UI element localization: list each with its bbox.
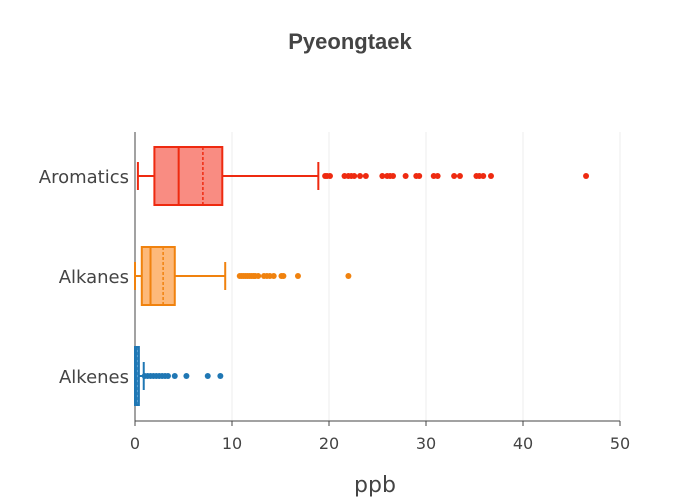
outlier-point [456, 173, 463, 179]
chart-title: Pyeongtaek [288, 29, 412, 54]
outlier-point [583, 173, 590, 179]
gridlines [231, 132, 621, 421]
x-tick-label-0: 0 [130, 434, 140, 453]
x-tick-label-10: 10 [222, 434, 242, 453]
outlier-point [416, 173, 423, 179]
box-aromatics [136, 146, 590, 206]
outlier-point [183, 373, 190, 379]
outlier-point [434, 173, 441, 179]
iqr-box [140, 246, 176, 306]
outlier-point [164, 373, 171, 379]
box-alkanes [134, 246, 352, 306]
iqr-box [153, 146, 224, 206]
outlier-point [487, 173, 494, 179]
outlier-point [390, 173, 397, 179]
category-labels: Aromatics Alkanes Alkenes [39, 167, 129, 388]
x-tick-label-50: 50 [610, 434, 630, 453]
outlier-point [379, 173, 386, 179]
outlier-point [270, 273, 277, 279]
outlier-point [204, 373, 211, 379]
x-tick-label-30: 30 [416, 434, 436, 453]
outlier-point [362, 173, 369, 179]
outlier-point [402, 173, 409, 179]
outlier-point [280, 273, 287, 279]
outlier-point [294, 273, 301, 279]
outlier-point [217, 373, 224, 379]
outlier-point [326, 173, 333, 179]
category-label-aromatics: Aromatics [39, 167, 129, 188]
category-label-alkanes: Alkanes [59, 267, 129, 288]
x-axis-label: ppb [354, 473, 396, 498]
outlier-point [351, 173, 358, 179]
x-tick-label-40: 40 [513, 434, 533, 453]
outlier-point [345, 273, 352, 279]
outlier-point [171, 373, 178, 379]
category-label-alkenes: Alkenes [59, 367, 129, 388]
x-tick-label-20: 20 [319, 434, 339, 453]
boxes [134, 146, 590, 406]
x-ticks: 0 10 20 30 40 50 [130, 421, 630, 453]
outlier-point [480, 173, 487, 179]
outlier-point [255, 273, 262, 279]
outlier-point [357, 173, 364, 179]
box-alkenes [134, 346, 224, 406]
outlier-point [451, 173, 458, 179]
